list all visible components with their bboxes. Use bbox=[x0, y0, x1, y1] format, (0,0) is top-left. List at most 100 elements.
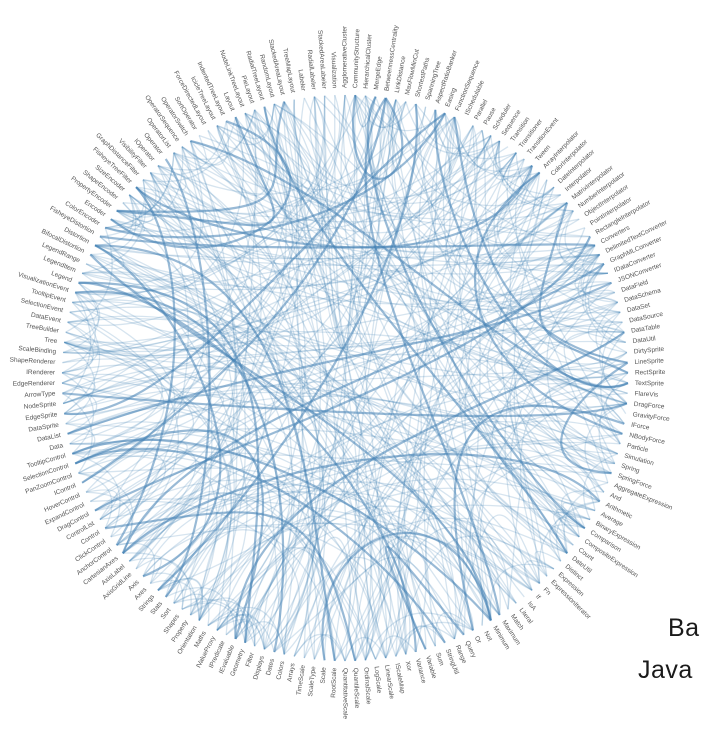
dependency-edge bbox=[495, 140, 525, 170]
dependency-edge bbox=[99, 454, 285, 655]
dependency-edge bbox=[587, 263, 626, 343]
node-label: DataSprite bbox=[28, 422, 60, 434]
dependency-edge bbox=[434, 109, 500, 157]
dependency-edge bbox=[515, 152, 574, 212]
dependency-edge bbox=[173, 125, 474, 231]
dependency-edge bbox=[64, 130, 483, 357]
dependency-edge bbox=[385, 535, 555, 659]
dependency-edge bbox=[303, 289, 616, 659]
dependency-edge bbox=[149, 172, 605, 311]
dependency-edge bbox=[94, 244, 596, 512]
dependency-edge bbox=[504, 254, 601, 591]
dependency-edge bbox=[64, 112, 446, 415]
dependency-edge bbox=[562, 502, 596, 529]
node-label: StackedAreaLabeler bbox=[316, 30, 327, 90]
dependency-edge bbox=[348, 321, 623, 662]
dependency-edge bbox=[90, 227, 586, 305]
dependency-edge bbox=[378, 462, 612, 657]
dependency-edge bbox=[198, 512, 377, 660]
dependency-edge bbox=[104, 112, 446, 239]
dependency-edge bbox=[104, 479, 517, 604]
dependency-edge bbox=[173, 109, 256, 160]
dependency-edge bbox=[164, 158, 211, 598]
dependency-edge bbox=[128, 135, 492, 224]
node-label: Labeler bbox=[296, 69, 306, 92]
dependency-edge bbox=[122, 135, 492, 554]
dependency-edge bbox=[85, 489, 118, 520]
dependency-edge bbox=[464, 158, 525, 598]
dependency-edge bbox=[587, 301, 627, 354]
dependency-edge bbox=[235, 96, 368, 205]
dependency-edge bbox=[149, 103, 326, 215]
dependency-edge bbox=[334, 95, 387, 347]
dependency-edge bbox=[99, 186, 555, 521]
dependency-edge bbox=[61, 341, 94, 374]
dependency-edge bbox=[116, 210, 621, 445]
dependency-edge bbox=[601, 311, 626, 343]
dependency-edge bbox=[157, 577, 204, 621]
dependency-edge bbox=[157, 369, 629, 591]
dependency-edge bbox=[149, 152, 187, 191]
dependency-edge bbox=[173, 593, 210, 626]
dependency-edge bbox=[78, 472, 134, 554]
dependency-edge bbox=[75, 186, 555, 295]
dependency-edge bbox=[303, 97, 580, 538]
dependency-edge bbox=[374, 99, 446, 217]
dependency-edge bbox=[110, 447, 596, 538]
dependency-edge bbox=[67, 291, 99, 323]
dependency-edge bbox=[447, 152, 586, 529]
node-label: ScaleType bbox=[307, 666, 317, 697]
dependency-edge bbox=[157, 165, 474, 631]
dependency-edge bbox=[135, 165, 534, 249]
node-label: TimeScale bbox=[296, 664, 307, 696]
dependency-edge bbox=[64, 282, 101, 343]
dependency-edge bbox=[94, 112, 446, 512]
dependency-edge bbox=[216, 614, 256, 647]
dependency-edge bbox=[64, 341, 233, 621]
dependency-edge bbox=[474, 171, 623, 435]
node-label: Colors bbox=[275, 660, 286, 681]
dependency-edge bbox=[81, 165, 533, 291]
dependency-edge bbox=[334, 125, 478, 662]
dependency-edge bbox=[283, 202, 568, 655]
dependency-edge bbox=[128, 165, 533, 562]
dependency-edge bbox=[563, 482, 609, 554]
node-label: DataEvent bbox=[30, 312, 61, 325]
dependency-edge bbox=[165, 490, 541, 598]
dependency-edge bbox=[273, 103, 492, 621]
dependency-edge bbox=[601, 321, 628, 405]
dependency-edge bbox=[81, 202, 205, 484]
dependency-edge bbox=[61, 382, 98, 435]
dependency-edge bbox=[459, 125, 586, 529]
dependency-edge bbox=[128, 172, 541, 260]
dependency-edge bbox=[354, 109, 438, 662]
dependency-edge bbox=[74, 291, 616, 465]
dependency-edge bbox=[129, 557, 192, 616]
dependency-edge bbox=[89, 253, 492, 621]
dependency-edge bbox=[128, 194, 615, 465]
dependency-edge bbox=[486, 210, 596, 314]
dependency-edge bbox=[324, 95, 422, 659]
dependency-edge bbox=[363, 202, 568, 659]
dependency-edge bbox=[78, 467, 291, 631]
dependency-edge bbox=[198, 493, 390, 661]
dependency-edge bbox=[342, 94, 628, 405]
dependency-edge bbox=[523, 560, 555, 591]
dependency-edge bbox=[296, 97, 326, 661]
dependency-edge bbox=[65, 331, 165, 484]
dependency-edge bbox=[61, 321, 94, 384]
dependency-edge bbox=[142, 490, 408, 657]
dependency-edge bbox=[67, 281, 612, 435]
node-label: Or bbox=[473, 635, 483, 645]
dependency-edge bbox=[173, 152, 533, 591]
dependency-edge bbox=[421, 116, 555, 207]
dependency-edge bbox=[99, 179, 146, 238]
node-label: Not bbox=[482, 630, 493, 642]
dependency-edge bbox=[157, 529, 346, 662]
dependency-edge bbox=[216, 392, 628, 631]
dependency-edge bbox=[580, 254, 618, 303]
dependency-edge bbox=[600, 331, 625, 445]
dependency-edge bbox=[181, 146, 247, 621]
dependency-edge bbox=[534, 551, 562, 577]
dependency-edge bbox=[293, 99, 616, 464]
